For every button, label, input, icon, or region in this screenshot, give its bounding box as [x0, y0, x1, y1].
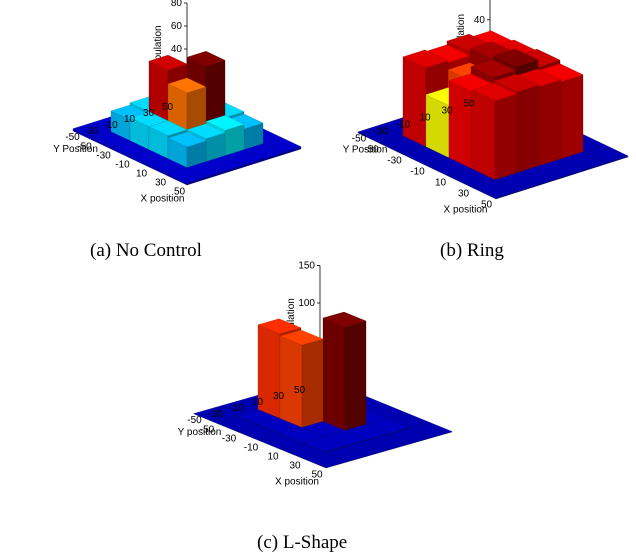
y-tick-label: -50	[352, 134, 367, 145]
z-axis-label: Population	[153, 25, 164, 72]
y-axis-label: Y Position	[53, 144, 98, 155]
z-axis-label: Population	[286, 298, 297, 345]
x-tick-label: 10	[435, 178, 447, 189]
bar	[322, 311, 367, 433]
bar-top-face	[470, 59, 517, 78]
bar-side-face	[301, 338, 324, 430]
bar-top-face	[471, 82, 518, 102]
y-axis-label: Y position	[178, 427, 222, 438]
x-tick-label: -50	[364, 145, 379, 156]
y-tick-label: -10	[396, 120, 411, 131]
bar-top-face	[303, 452, 348, 468]
bar-top-face	[492, 48, 539, 68]
z-tick-label: 60	[171, 21, 183, 32]
bar-top-face	[148, 120, 188, 136]
x-tick-label: -10	[244, 443, 259, 454]
bar-top-face	[186, 123, 226, 139]
x-tick-label: 30	[155, 178, 167, 189]
y-tick-label: -50	[187, 415, 202, 426]
bar-top-face	[167, 77, 207, 94]
caption-ring: (b) Ring	[440, 240, 504, 261]
bar-side-face	[560, 74, 584, 161]
bar-top-face	[302, 436, 347, 452]
y-tick-label: -50	[65, 132, 80, 143]
x-tick-label: 30	[289, 461, 301, 472]
x-axis-label: X position	[141, 194, 185, 205]
z-tick-label: 80	[171, 0, 183, 9]
y-tick-label: -30	[84, 126, 99, 137]
z-tick-label: 100	[298, 298, 315, 309]
y-tick-label: -10	[103, 120, 118, 131]
bar	[303, 452, 348, 469]
x-axis-label: X position	[275, 477, 319, 488]
bar-front-face	[322, 317, 346, 433]
x-tick-label: 50	[481, 200, 493, 211]
y-tick-label: 10	[124, 114, 136, 125]
y-tick-label: 10	[252, 397, 264, 408]
bar-front-face	[471, 89, 496, 182]
bar-top-face	[148, 54, 188, 71]
bar-front-face	[402, 56, 427, 149]
y-tick-label: 50	[162, 102, 174, 113]
y-tick-label: 50	[463, 99, 475, 110]
y-tick-label: 50	[294, 385, 306, 396]
y-tick-label: -30	[374, 127, 389, 138]
bar-top-face	[257, 318, 302, 334]
bar-side-face	[494, 93, 518, 182]
y-tick-label: 30	[273, 391, 285, 402]
bar-front-face	[448, 80, 473, 171]
x-tick-label: 50	[311, 470, 323, 481]
bar-top-face	[279, 329, 324, 346]
bar-top-face	[167, 167, 207, 183]
bar-top-face	[186, 51, 226, 67]
caption-no-control: (a) No Control	[90, 240, 202, 261]
bar-side-face	[516, 84, 540, 175]
bar-top-face	[205, 115, 245, 131]
y-tick-label: -10	[229, 403, 244, 414]
x-tick-label: 10	[267, 452, 279, 463]
bar-top-face	[493, 73, 540, 93]
bar	[471, 82, 518, 182]
bar-side-face	[344, 320, 367, 433]
y-tick-label: 30	[143, 108, 155, 119]
y-tick-label: 10	[419, 113, 431, 124]
x-tick-label: -50	[200, 425, 215, 436]
x-tick-label: -10	[410, 167, 425, 178]
bar	[167, 167, 207, 186]
bar-top-face	[472, 179, 519, 199]
y-tick-label: 30	[441, 106, 453, 117]
y-tick-label: -30	[208, 409, 223, 420]
bar	[279, 329, 324, 430]
x-tick-label: -50	[77, 142, 92, 153]
x-tick-label: 10	[136, 169, 148, 180]
x-tick-label: -30	[222, 434, 237, 445]
z-tick-label: 40	[474, 15, 486, 26]
x-tick-label: 50	[174, 187, 186, 198]
bar-top-face	[402, 49, 449, 69]
x-axis-label: X position	[444, 205, 488, 216]
y-axis-label: Y Position	[343, 145, 388, 156]
bar	[472, 179, 519, 200]
z-tick-label: 150	[298, 261, 315, 272]
caption-l-shape: (c) L-Shape	[257, 532, 348, 553]
x-tick-label: -30	[96, 151, 111, 162]
x-tick-label: -10	[115, 160, 130, 171]
x-tick-label: -30	[387, 156, 402, 167]
x-tick-label: 30	[458, 189, 470, 200]
bar-top-face	[167, 131, 207, 148]
bar-top-face	[322, 311, 367, 328]
z-tick-label: 40	[171, 44, 183, 55]
bar-front-face	[279, 335, 303, 430]
bar-side-face	[538, 79, 562, 168]
